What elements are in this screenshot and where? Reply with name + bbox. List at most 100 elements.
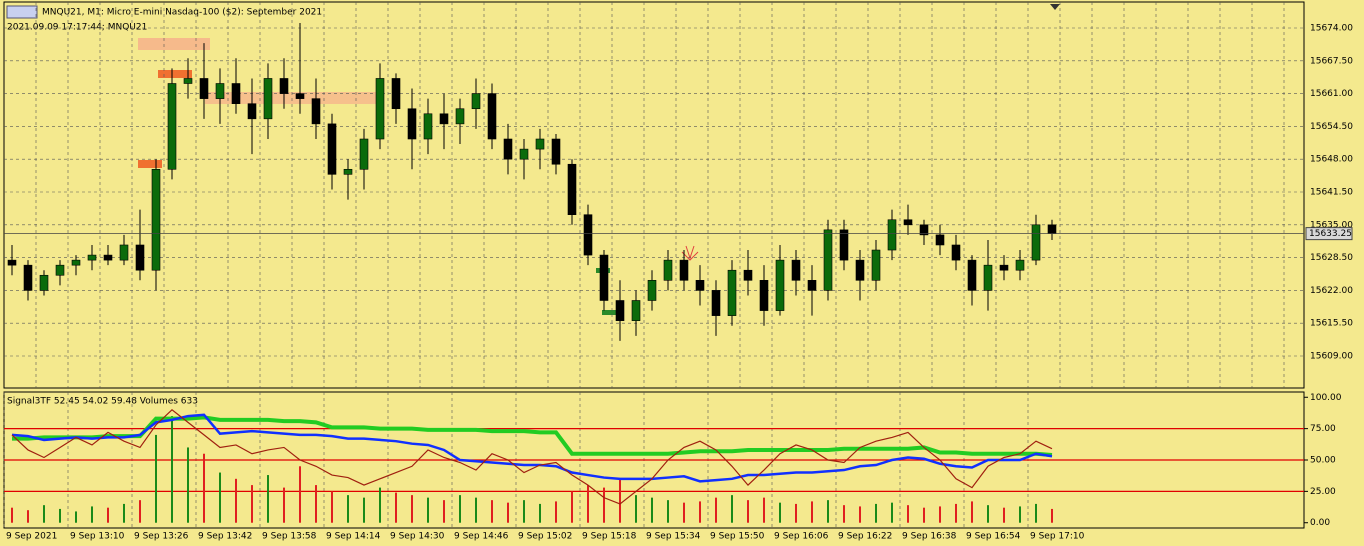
x-tick-label: 9 Sep 13:42 bbox=[198, 532, 252, 542]
icon bbox=[6, 5, 38, 19]
candle-body bbox=[439, 113, 449, 125]
y-tick-label: 15648.00 bbox=[1310, 155, 1353, 165]
x-tick-label: 9 Sep 14:46 bbox=[454, 532, 509, 542]
candle-body bbox=[247, 103, 257, 120]
last-price-box bbox=[1305, 227, 1353, 241]
y-tick-label: 15615.50 bbox=[1310, 319, 1353, 329]
candle-body bbox=[311, 98, 321, 125]
candle-body bbox=[855, 259, 865, 281]
candle-body bbox=[807, 280, 817, 291]
candle-body bbox=[679, 259, 689, 281]
zone bbox=[138, 38, 210, 50]
y-tick-label: 15609.00 bbox=[1310, 352, 1353, 362]
y-tick-label: 0.00 bbox=[1310, 518, 1330, 528]
candle-body bbox=[535, 138, 545, 150]
indicator-line bbox=[11, 409, 1053, 505]
x-tick-label: 9 Sep 16:54 bbox=[966, 532, 1021, 542]
chart-title: MNQU21, M1: Micro E-mini Nasdaq-100 ($2)… bbox=[42, 8, 322, 18]
candle-body bbox=[871, 249, 881, 281]
candle-body bbox=[423, 113, 433, 140]
candle-body bbox=[967, 259, 977, 291]
candle-body bbox=[1047, 224, 1057, 234]
y-tick-label: 15641.50 bbox=[1310, 187, 1353, 197]
zone bbox=[138, 160, 162, 168]
candle-body bbox=[407, 108, 417, 140]
candle-body bbox=[999, 264, 1009, 271]
main-panel bbox=[3, 1, 1305, 389]
sell-arrow bbox=[681, 245, 699, 261]
candle-body bbox=[7, 259, 17, 266]
y-tick-label: 15674.00 bbox=[1310, 23, 1353, 33]
x-tick-label: 9 Sep 15:02 bbox=[518, 532, 572, 542]
candle-body bbox=[615, 300, 625, 321]
candle-body bbox=[631, 300, 641, 321]
indicator-line bbox=[12, 415, 1053, 457]
candle-body bbox=[135, 244, 145, 271]
candle-body bbox=[151, 168, 161, 271]
candle-body bbox=[359, 138, 369, 170]
x-tick-label: 9 Sep 15:34 bbox=[646, 532, 701, 542]
candle-body bbox=[503, 138, 513, 160]
candle-body bbox=[743, 269, 753, 281]
chart-subtitle: 2021.09.09 17:17:44; MNQU21 bbox=[7, 23, 147, 33]
y-tick-label: 15628.50 bbox=[1310, 253, 1353, 263]
candle-body bbox=[375, 78, 385, 140]
x-tick-label: 9 Sep 14:30 bbox=[390, 532, 445, 542]
candle-body bbox=[199, 78, 209, 99]
candle-body bbox=[695, 280, 705, 291]
x-tick-label: 9 Sep 15:50 bbox=[710, 532, 765, 542]
candle-body bbox=[231, 83, 241, 104]
y-tick-label: 50.00 bbox=[1310, 456, 1336, 466]
candle-body bbox=[279, 78, 289, 94]
candle-body bbox=[391, 78, 401, 110]
candle-body bbox=[71, 259, 81, 266]
candle-body bbox=[599, 254, 609, 301]
y-tick-label: 15667.50 bbox=[1310, 56, 1353, 66]
y-tick-label: 15622.00 bbox=[1310, 286, 1353, 296]
candle-body bbox=[183, 78, 193, 84]
x-tick-label: 9 Sep 16:38 bbox=[902, 532, 957, 542]
candle-body bbox=[791, 259, 801, 281]
candle-body bbox=[551, 138, 561, 165]
x-tick-label: 9 Sep 2021 bbox=[6, 532, 57, 542]
candle-body bbox=[583, 214, 593, 256]
zone bbox=[602, 310, 622, 315]
candle-body bbox=[519, 148, 529, 160]
candle-body bbox=[647, 280, 657, 301]
candle-body bbox=[327, 123, 337, 175]
x-tick-label: 9 Sep 15:18 bbox=[582, 532, 637, 542]
last-price-label: 15633.25 bbox=[1309, 229, 1352, 239]
candle-body bbox=[839, 229, 849, 261]
x-tick-label: 9 Sep 14:14 bbox=[326, 532, 381, 542]
candle-body bbox=[1031, 224, 1041, 261]
candle-body bbox=[23, 264, 33, 291]
candle-body bbox=[567, 163, 577, 216]
candle-body bbox=[727, 269, 737, 316]
y-tick-label: 75.00 bbox=[1310, 424, 1336, 434]
indicator-line bbox=[11, 413, 1053, 483]
candle-body bbox=[55, 264, 65, 276]
x-tick-label: 9 Sep 17:10 bbox=[1030, 532, 1085, 542]
candle-body bbox=[39, 274, 49, 291]
candle-body bbox=[823, 229, 833, 291]
candle-body bbox=[759, 280, 769, 311]
x-tick-label: 9 Sep 16:06 bbox=[774, 532, 829, 542]
candle-body bbox=[663, 259, 673, 281]
candle-body bbox=[935, 234, 945, 246]
candle-body bbox=[343, 168, 353, 175]
candle-body bbox=[919, 224, 929, 236]
candle-body bbox=[263, 78, 273, 120]
candle-body bbox=[951, 244, 961, 261]
y-tick-label: 25.00 bbox=[1310, 487, 1336, 497]
candle-body bbox=[487, 93, 497, 140]
candle-body bbox=[711, 290, 721, 316]
candle-body bbox=[983, 264, 993, 291]
candle-body bbox=[167, 83, 177, 170]
candle-body bbox=[1015, 259, 1025, 271]
x-tick-label: 9 Sep 13:10 bbox=[70, 532, 125, 542]
candle-body bbox=[215, 83, 225, 99]
candle-body bbox=[471, 93, 481, 110]
y-tick-label: 15654.50 bbox=[1310, 122, 1353, 132]
candle-body bbox=[103, 254, 113, 261]
